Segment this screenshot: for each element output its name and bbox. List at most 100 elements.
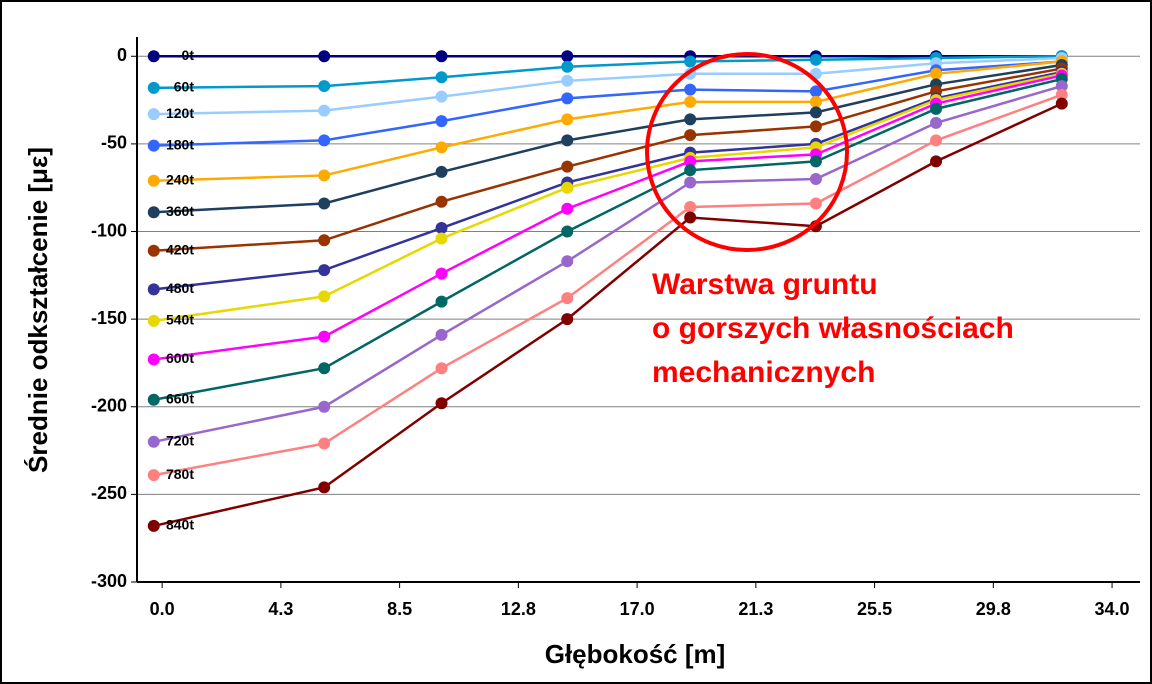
annotation: Warstwa gruntu — [652, 268, 878, 301]
y-tick-label: -250 — [91, 483, 127, 503]
point — [809, 155, 822, 168]
point — [318, 104, 331, 117]
x-tick-label: 34.0 — [1095, 599, 1130, 619]
series-line — [153, 70, 1063, 291]
y-tick-label: -50 — [101, 133, 127, 153]
point — [318, 50, 331, 63]
point — [147, 519, 160, 532]
point — [809, 197, 822, 210]
point — [318, 80, 331, 93]
point — [561, 313, 574, 326]
point — [684, 95, 697, 108]
point — [318, 362, 331, 375]
point — [147, 206, 160, 219]
point — [809, 85, 822, 98]
point — [684, 113, 697, 126]
series-label: 0t — [182, 47, 195, 63]
series-line — [153, 60, 1062, 182]
x-tick-label: 21.3 — [738, 599, 773, 619]
series-line — [153, 72, 1063, 323]
series-label: 600t — [166, 350, 194, 366]
point — [684, 200, 697, 213]
y-tick-label: -100 — [91, 220, 127, 240]
series-line — [153, 56, 1062, 116]
y-axis-label: Średnie odkształcenie [με] — [23, 147, 53, 473]
x-tick-label: 4.3 — [268, 599, 293, 619]
point — [435, 222, 448, 235]
point — [435, 165, 448, 178]
point — [930, 134, 943, 147]
point — [435, 141, 448, 154]
x-tick-label: 0.0 — [150, 599, 175, 619]
point — [147, 139, 160, 152]
y-tick-label: -300 — [91, 571, 127, 591]
point — [318, 437, 331, 450]
series-label: 240t — [166, 171, 194, 187]
point — [930, 116, 943, 129]
series-label: 60t — [174, 79, 195, 95]
y-tick-label: -150 — [91, 308, 127, 328]
point — [435, 295, 448, 308]
series-label: 840t — [166, 517, 194, 533]
point — [809, 53, 822, 66]
point — [147, 393, 160, 406]
x-tick-label: 29.8 — [976, 599, 1011, 619]
point — [318, 330, 331, 343]
point — [318, 134, 331, 147]
series-label: 780t — [166, 466, 194, 482]
point — [147, 469, 160, 482]
series-line — [153, 93, 1063, 477]
point — [318, 264, 331, 277]
y-tick-label: -200 — [91, 396, 127, 416]
point — [147, 435, 160, 448]
point — [561, 50, 574, 63]
point — [147, 353, 160, 366]
point — [684, 164, 697, 177]
point — [561, 74, 574, 87]
x-tick-label: 17.0 — [620, 599, 655, 619]
series-line — [153, 63, 1062, 214]
series-line — [153, 55, 1062, 90]
series-label: 480t — [166, 280, 194, 296]
point — [930, 102, 943, 115]
series-label: 420t — [166, 241, 194, 257]
point — [809, 172, 822, 185]
point — [435, 232, 448, 245]
point — [561, 92, 574, 105]
series-label: 660t — [166, 390, 194, 406]
point — [318, 169, 331, 182]
series-line — [153, 77, 1063, 401]
x-tick-label: 8.5 — [387, 599, 412, 619]
point — [318, 234, 331, 247]
series-line — [153, 67, 1062, 253]
point — [561, 255, 574, 268]
point — [561, 292, 574, 305]
point — [1055, 97, 1068, 110]
series-label: 720t — [166, 433, 194, 449]
point — [435, 195, 448, 208]
point — [435, 267, 448, 280]
point — [435, 397, 448, 410]
x-axis-label: Głębokość [m] — [545, 639, 726, 669]
point — [561, 160, 574, 173]
point — [318, 400, 331, 413]
series-line — [153, 84, 1063, 444]
series-label: 180t — [166, 136, 194, 152]
point — [147, 108, 160, 121]
point — [684, 55, 697, 68]
point — [435, 90, 448, 103]
series-line — [153, 102, 1063, 528]
point — [435, 362, 448, 375]
point — [930, 67, 943, 80]
x-tick-label: 12.8 — [501, 599, 536, 619]
point — [809, 95, 822, 108]
point — [147, 50, 160, 63]
series-label: 120t — [166, 105, 194, 121]
point — [318, 197, 331, 210]
series-line — [153, 74, 1063, 361]
point — [561, 134, 574, 147]
point — [318, 290, 331, 303]
point — [684, 211, 697, 224]
